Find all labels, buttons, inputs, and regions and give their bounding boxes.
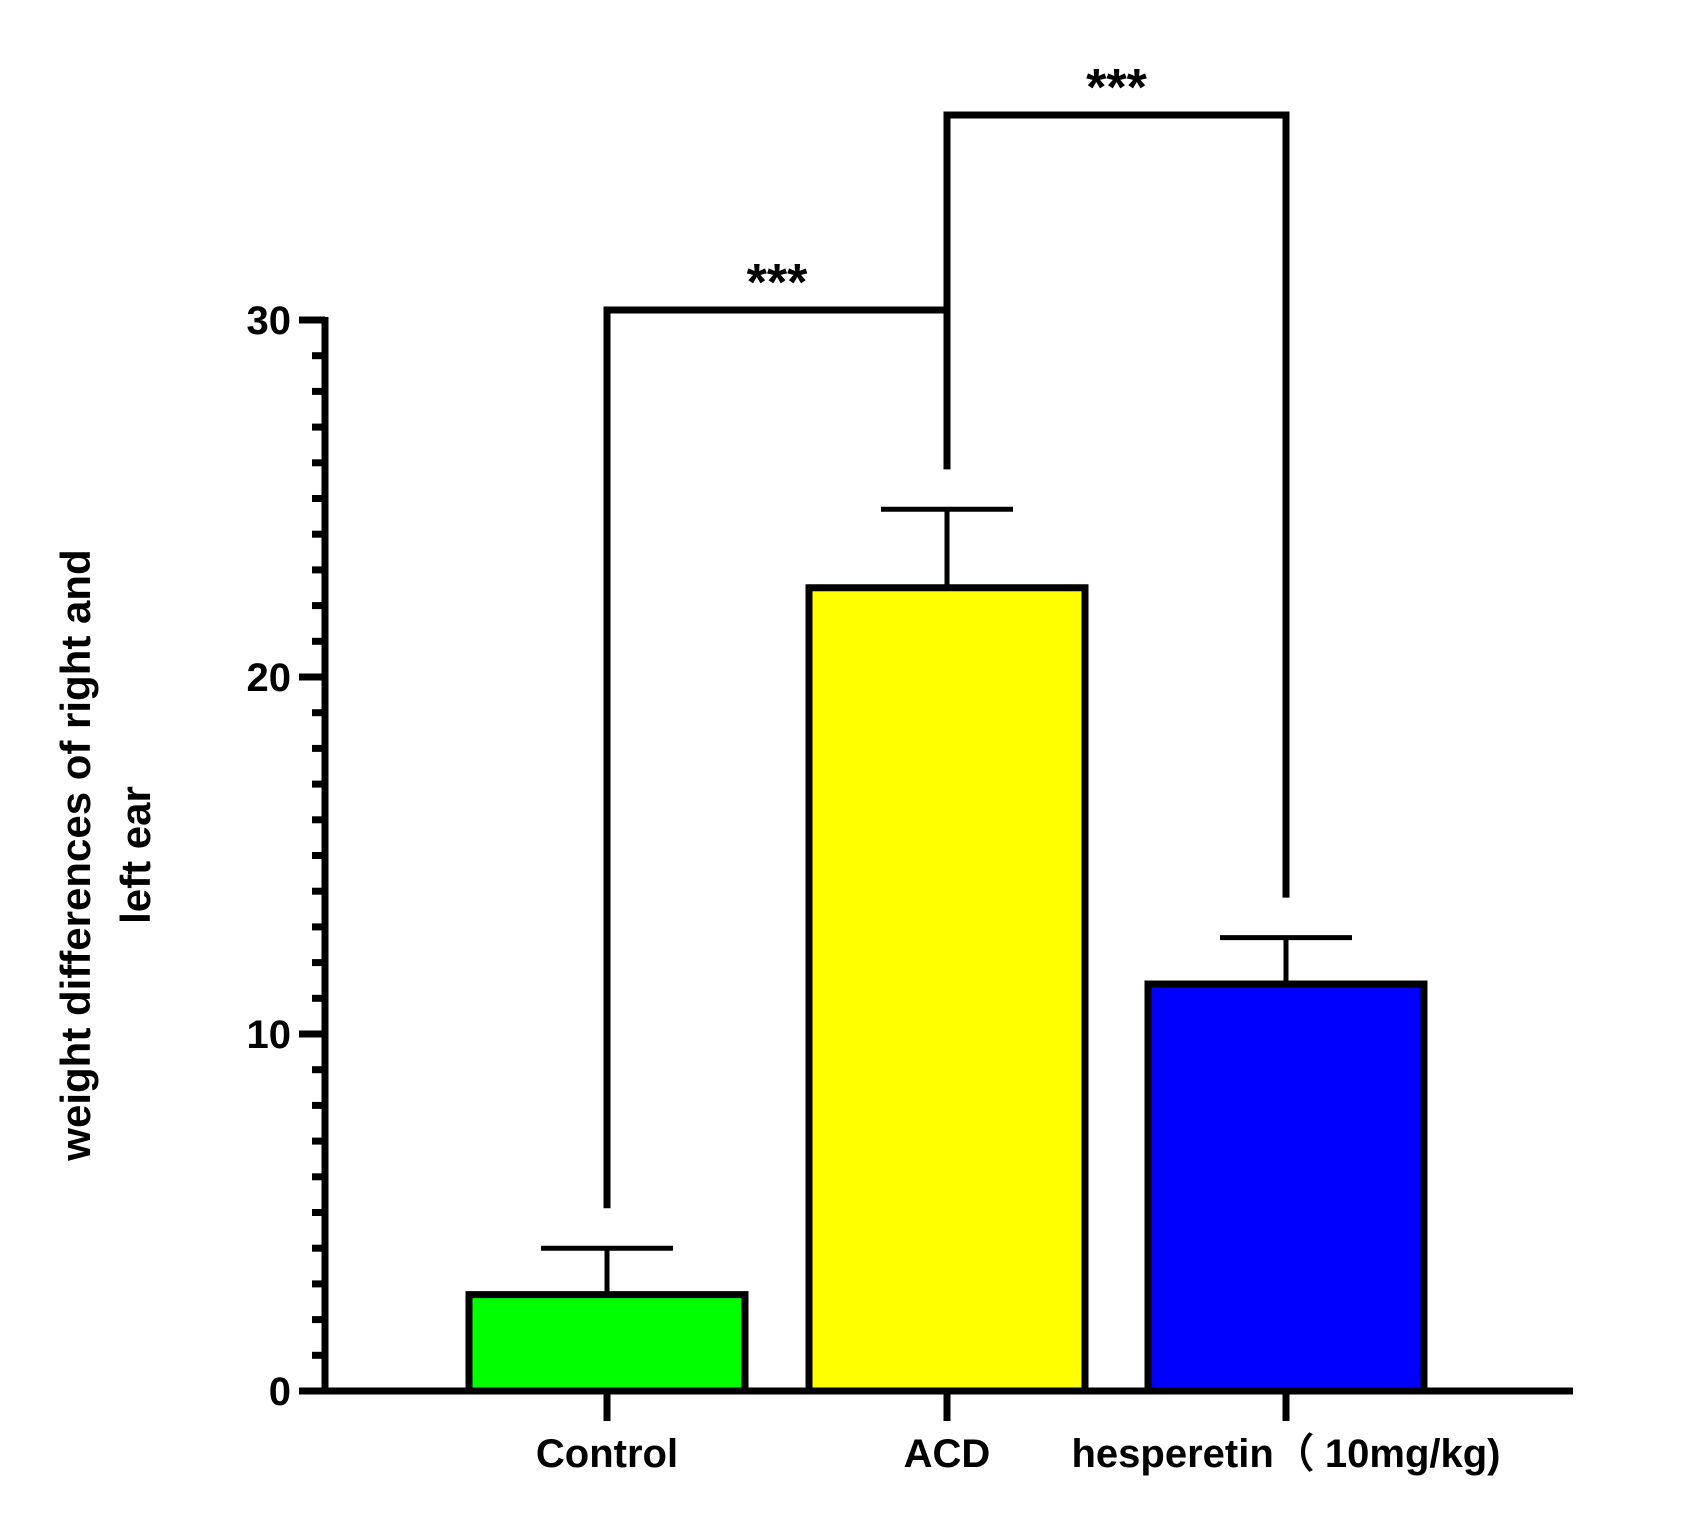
bars-group (465, 584, 1428, 1395)
bar (1144, 980, 1428, 1395)
y-axis-title-line: weight differences of right and (52, 549, 99, 1161)
significance-brackets-group: *** *** (603, 59, 1290, 1209)
significance-label: *** (1086, 59, 1147, 117)
y-axis-title-line: left ear (112, 786, 159, 924)
significance-bracket (943, 111, 1290, 898)
axes-group (299, 316, 1573, 1421)
x-tick-label: ACD (904, 1432, 991, 1476)
bar (805, 584, 1089, 1395)
x-tick-label: hesperetin（ 10mg/kg) (1071, 1432, 1500, 1476)
y-tick-label: 0 (269, 1370, 291, 1414)
y-tick-label: 10 (247, 1013, 292, 1057)
x-tick-labels: Control ACD hesperetin（ 10mg/kg) (536, 1432, 1501, 1476)
y-tick-labels: 0 10 20 30 (247, 299, 292, 1414)
bar (465, 1291, 749, 1395)
x-tick-label: Control (536, 1432, 678, 1476)
y-axis-title: weight differences of right and left ear (52, 549, 159, 1161)
y-tick-label: 30 (247, 299, 292, 343)
y-tick-label: 20 (247, 656, 292, 700)
significance-label: *** (747, 254, 808, 312)
error-bars-group (541, 506, 1352, 1295)
